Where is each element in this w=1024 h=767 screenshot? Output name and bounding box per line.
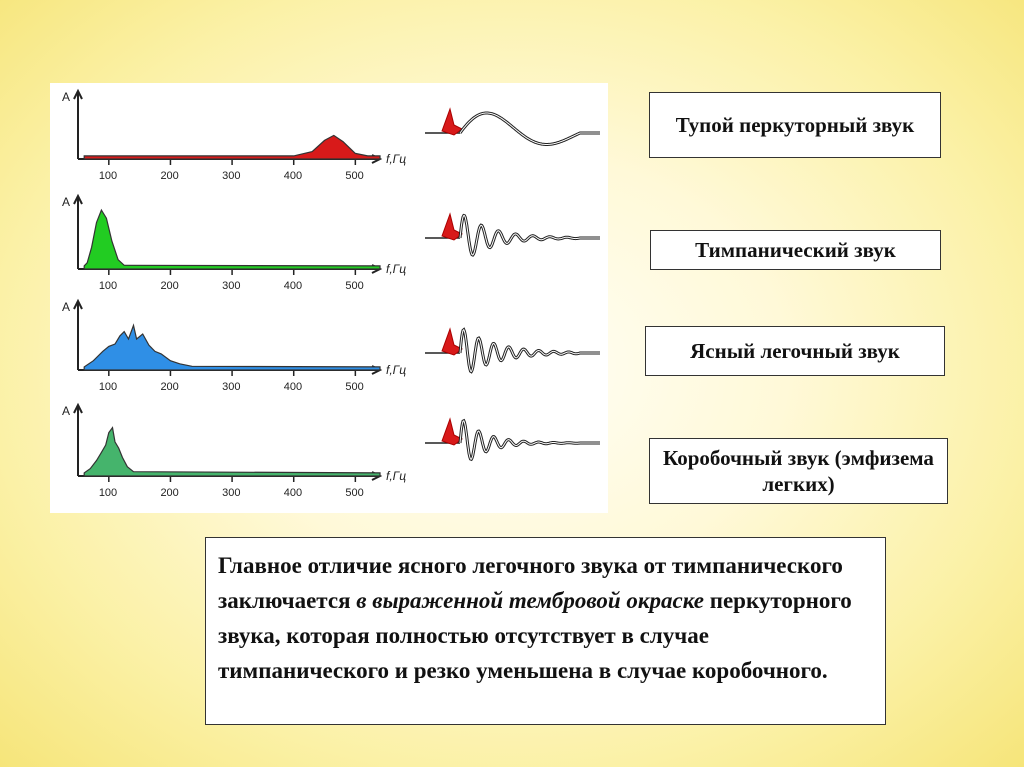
label-clear-text: Ясный легочный звук [690,339,900,363]
box-spectrum-tick-label: 200 [160,487,178,499]
note-part1: Главное отличие ясного легочного звука о… [218,553,843,613]
conclusion-note: Главное отличие ясного легочного звука о… [205,537,886,725]
note-italic: в выраженной тембровой окраске [356,588,704,613]
clear-spectrum-tick-label: 400 [284,381,302,393]
label-tympanic-text: Тимпанический звук [695,238,896,262]
dull-spectrum-tick-label: 300 [222,170,240,182]
clear-spectrum-tick-label: 200 [160,381,178,393]
dull-spectrum-area [83,134,381,160]
dull-spectrum-tick-label: 500 [345,170,363,182]
box-spectrum-tick-label: 100 [99,487,117,499]
label-clear: Ясный легочный звук [645,326,945,376]
dull-spectrum-tick-label: 200 [160,170,178,182]
label-tympanic: Тимпанический звук [650,230,941,270]
tympanic-spectrum-tick-label: 100 [99,280,117,292]
clear-waveform-outer [458,327,600,374]
dull-spectrum-xlabel: f,Гц [386,152,406,166]
box-spectrum-y-arrow [73,402,83,414]
clear-spectrum-ylabel: A [62,300,70,314]
spectra-chart: Af,Гц 100 200 300 400 500 Af,Гц 100 200 300 400 500… [62,88,600,499]
clear-spectrum-xlabel: f,Гц [386,363,406,377]
box-spectrum-ylabel: A [62,404,70,418]
tympanic-spectrum-tick-label: 200 [160,280,178,292]
label-dull: Тупой перкуторный звук [649,92,941,158]
dull-waveform-inner [459,112,600,145]
tympanic-waveform-strike-marker [441,212,463,241]
clear-spectrum-area [83,323,381,371]
tympanic-spectrum-xlabel: f,Гц [386,262,406,276]
box-waveform-inner [459,420,600,460]
tympanic-spectrum-y-arrow [73,193,83,205]
clear-spectrum-tick-label: 500 [345,381,363,393]
note-part2: перкуторного звука, которая полностью от… [218,588,852,683]
clear-spectrum-tick-label: 300 [222,381,240,393]
tympanic-spectrum-tick-label: 400 [284,280,302,292]
tympanic-spectrum-tick-label: 500 [345,280,363,292]
label-box: Коробочный звук (эмфизема легких) [649,438,948,504]
box-waveform-strike-marker [441,417,463,446]
box-spectrum-tick-label: 300 [222,487,240,499]
clear-spectrum-tick-label: 100 [99,381,117,393]
clear-waveform-inner [459,328,600,373]
dull-spectrum-tick-label: 100 [99,170,117,182]
box-waveform-outer [458,418,600,462]
dull-spectrum-y-arrow [73,88,83,100]
dull-spectrum-tick-label: 400 [284,170,302,182]
label-box-text: Коробочный звук (эмфизема легких) [663,446,934,496]
tympanic-spectrum-ylabel: A [62,195,70,209]
box-spectrum-tick-label: 500 [345,487,363,499]
clear-spectrum-y-arrow [73,298,83,310]
box-spectrum-tick-label: 400 [284,487,302,499]
tympanic-waveform-outer [458,213,600,257]
dull-waveform-strike-marker [441,107,463,136]
label-dull-text: Тупой перкуторный звук [675,113,915,137]
tympanic-spectrum-area [83,208,381,270]
tympanic-spectrum-tick-label: 300 [222,280,240,292]
tympanic-waveform-inner [459,214,600,256]
box-spectrum-area [83,426,381,477]
dull-spectrum-ylabel: A [62,90,70,104]
box-spectrum-xlabel: f,Гц [386,469,406,483]
clear-waveform-strike-marker [441,327,463,356]
